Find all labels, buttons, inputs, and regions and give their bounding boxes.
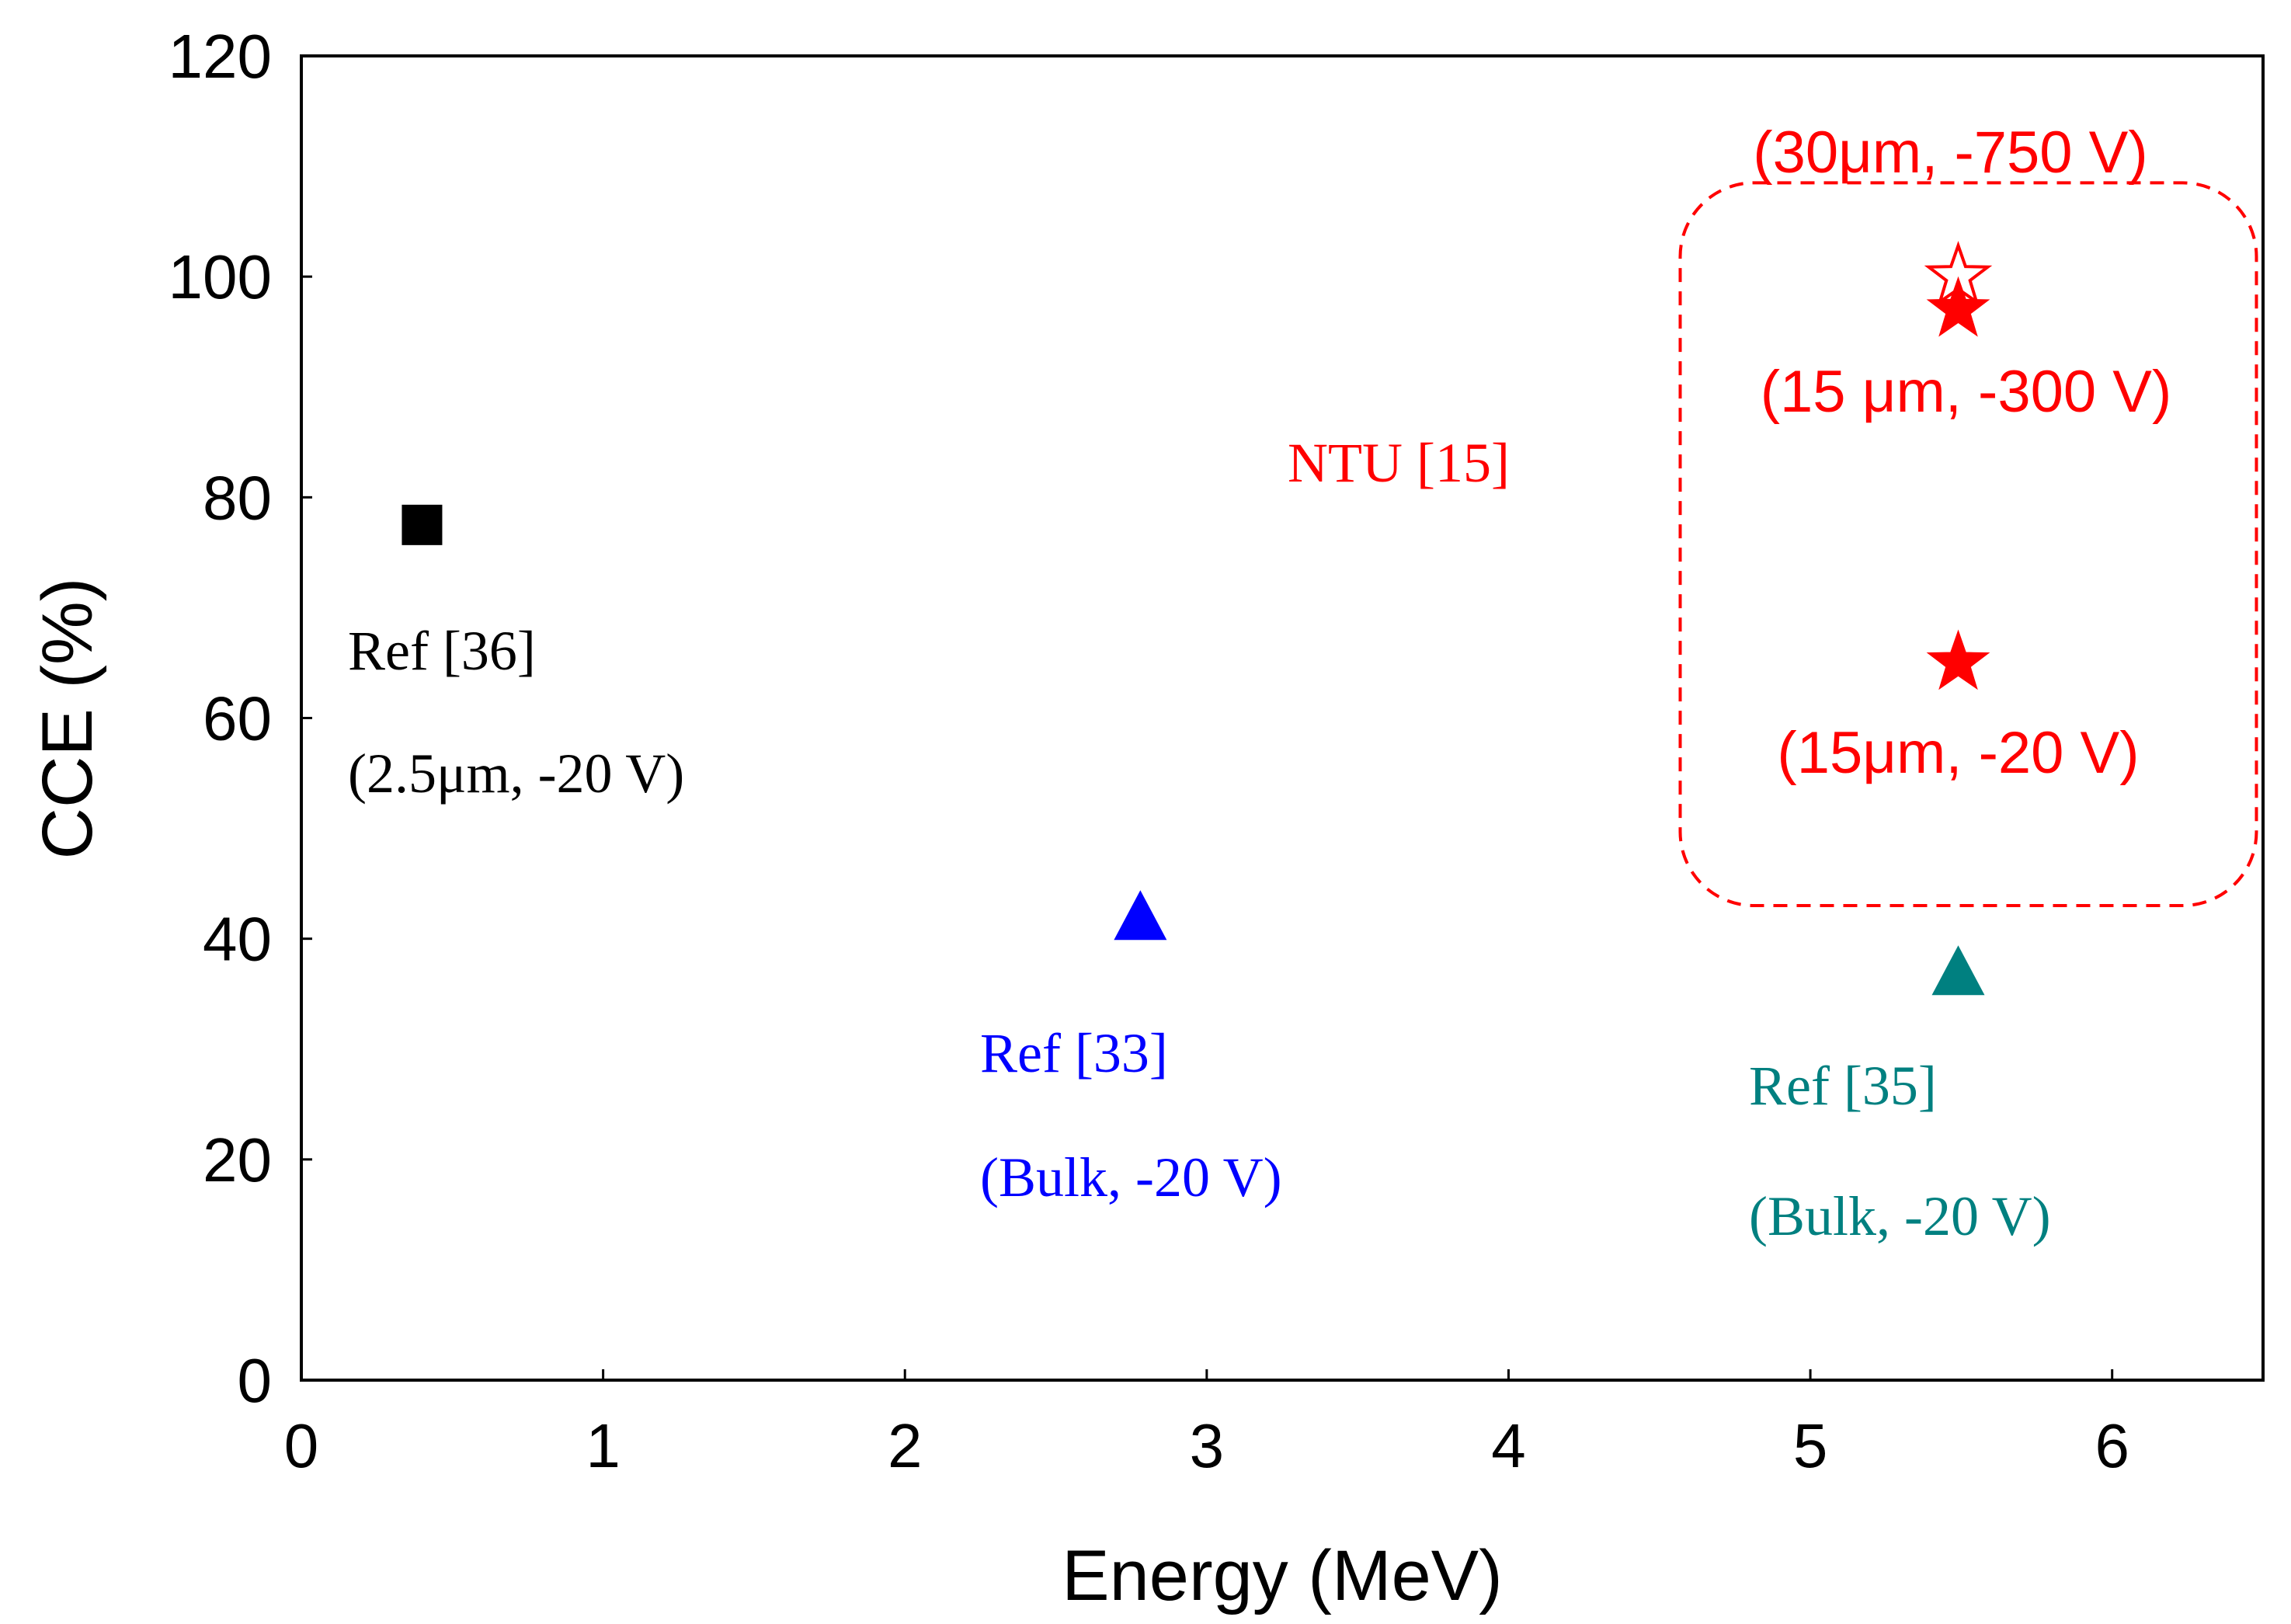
y-tick-label: 40 [203,905,272,974]
y-tick-label: 80 [203,463,272,532]
annotation-ref33: Ref [33] [980,1022,1168,1084]
x-axis-label: Energy (MeV) [1062,1536,1503,1615]
ntu-highlight-box [1678,181,2258,908]
data-annotations: Ref [36] (2.5μm, -20 V) Ref [33] (Bulk, -20… [348,120,2171,1247]
annotation-ref36-condition: (2.5μm, -20 V) [348,742,684,805]
y-tick-label: 120 [169,22,272,91]
marker-ref36-square [402,504,443,545]
annotation-ref33-condition: (Bulk, -20 V) [980,1146,1282,1208]
annotation-ntu-30um: (30μm, -750 V) [1753,120,2147,186]
y-tick-label: 60 [203,684,272,753]
annotation-ntu-15um-300v: (15 μm, -300 V) [1761,359,2172,425]
data-markers [402,241,1993,996]
x-tick-label: 0 [284,1411,319,1480]
y-tick-label: 0 [238,1346,273,1415]
y-tick-label: 100 [169,242,272,311]
marker-ntu-star-filled [1926,629,1990,690]
y-axis-ticks: 0 20 40 60 80 100 120 [169,22,312,1415]
plot-area [300,54,2265,1382]
y-axis-label: CCE (%) [28,578,107,860]
x-tick-label: 4 [1491,1411,1526,1480]
annotation-ntu: NTU [15] [1288,432,1510,494]
marker-ref-35-triangle [1931,945,1985,996]
annotation-ref35: Ref [35] [1749,1055,1937,1117]
x-tick-label: 5 [1793,1411,1828,1480]
marker-ref-33-triangle [1114,890,1167,941]
annotation-ref36: Ref [36] [348,620,536,682]
annotation-ref35-condition: (Bulk, -20 V) [1749,1185,2051,1247]
x-tick-label: 3 [1190,1411,1225,1480]
annotation-ntu-15um-20v: (15μm, -20 V) [1777,720,2139,786]
x-tick-label: 2 [888,1411,923,1480]
x-axis-ticks: 0 1 2 3 4 5 6 [284,1369,2129,1480]
x-tick-label: 1 [586,1411,621,1480]
x-tick-label: 6 [2095,1411,2129,1480]
y-tick-label: 20 [203,1125,272,1195]
marker-ntu-star-filled [1926,276,1990,337]
